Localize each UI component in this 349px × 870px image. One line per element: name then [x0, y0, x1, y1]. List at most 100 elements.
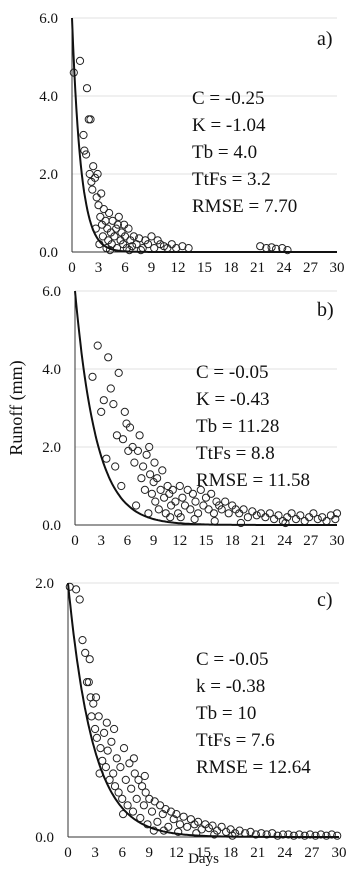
observed-point — [139, 801, 148, 810]
observed-point — [221, 497, 230, 506]
observed-point — [125, 759, 134, 768]
observed-point — [163, 481, 172, 491]
panel-b-x-tick: 12 — [172, 533, 187, 549]
observed-point — [96, 212, 105, 221]
panel-b-model-curve — [74, 290, 337, 526]
observed-point — [150, 797, 159, 806]
panel-c-model-curve — [67, 582, 339, 838]
observed-point — [224, 509, 233, 518]
observed-point — [194, 509, 203, 518]
observed-point — [93, 169, 102, 179]
panel-c-x-tick: 27 — [304, 845, 320, 861]
observed-point — [112, 224, 121, 233]
observed-point — [287, 509, 296, 518]
panel-b-x-tick: 3 — [97, 533, 105, 549]
observed-point — [153, 817, 162, 826]
observed-point — [284, 830, 293, 839]
panel-c-annotations: C = -0.05 k = -0.38 Tb = 10 TtFs = 7.6 R… — [196, 649, 311, 778]
observed-point — [132, 794, 141, 804]
observed-point — [217, 505, 226, 514]
observed-point — [121, 775, 130, 785]
observed-point — [217, 822, 226, 831]
panel-a-x-tick: 9 — [148, 260, 156, 276]
observed-point — [143, 240, 153, 249]
observed-point — [168, 485, 177, 494]
observed-point — [119, 744, 129, 753]
panel-b-annotation-k: K = -0.43 — [196, 389, 270, 410]
observed-point — [112, 431, 122, 440]
observed-point — [273, 831, 282, 840]
observed-point — [128, 807, 138, 816]
observed-point — [99, 205, 108, 214]
observed-point — [169, 815, 178, 824]
observed-point — [333, 831, 342, 840]
observed-point — [102, 718, 111, 727]
observed-point — [105, 208, 114, 218]
observed-point — [81, 648, 90, 658]
observed-point — [97, 407, 106, 416]
panel-c-annotation-tb: Tb = 10 — [196, 703, 256, 724]
observed-point — [129, 232, 138, 241]
observed-point — [101, 763, 111, 772]
observed-point — [147, 807, 157, 816]
observed-point — [174, 827, 183, 837]
panel-c-y-tick: 2.0 — [35, 576, 54, 592]
observed-point — [118, 435, 128, 444]
panel-c-y-tick: 0.0 — [35, 830, 54, 846]
observed-point — [236, 518, 245, 528]
observed-point — [160, 493, 169, 502]
panel-b-y-tick: 0.0 — [42, 518, 61, 534]
observed-point — [156, 485, 165, 494]
observed-point — [120, 232, 130, 241]
panel-a-annotation-k: K = -1.04 — [192, 115, 266, 136]
observed-point — [141, 788, 150, 797]
panel-c-x-tick: 6 — [118, 845, 126, 861]
panel-a-x-tick: 3 — [95, 260, 103, 276]
observed-point — [188, 489, 197, 498]
panel-b-annotation-ttfs: TtFs = 8.8 — [196, 443, 275, 464]
panel-b-y-tick: 4.0 — [42, 362, 61, 378]
observed-point — [137, 474, 146, 483]
observed-point — [289, 831, 298, 840]
panel-a-x-tick: 18 — [224, 260, 239, 276]
observed-point — [123, 801, 132, 810]
observed-point — [135, 431, 144, 440]
observed-point — [98, 232, 108, 241]
panel-c-annotation-c: C = -0.05 — [196, 649, 268, 670]
panel-a-y-tick: 6.0 — [39, 11, 58, 27]
observed-point — [204, 505, 213, 514]
observed-point — [107, 240, 116, 249]
panel-b-x-tick: 18 — [225, 533, 240, 549]
observed-point — [80, 146, 89, 155]
observed-point — [166, 807, 176, 816]
panel-c-x-ticks: 0 3 6 9 12 15 18 21 24 27 30 — [64, 845, 346, 861]
panel-c-annotation-k: k = -0.38 — [196, 676, 265, 697]
observed-point — [94, 712, 103, 721]
observed-point — [72, 585, 81, 594]
observed-point — [134, 775, 143, 785]
observed-point — [120, 407, 129, 416]
observed-point — [104, 353, 113, 362]
observed-point — [161, 805, 170, 814]
observed-point — [109, 769, 118, 778]
observed-point — [93, 341, 102, 350]
observed-point — [91, 724, 100, 734]
observed-point — [84, 678, 93, 687]
observed-point — [300, 831, 309, 840]
observed-point — [116, 763, 125, 772]
observed-point — [207, 489, 216, 498]
panel-c-x-tick: 30 — [332, 845, 347, 861]
panel-a-x-tick: 24 — [277, 260, 293, 276]
observed-point — [166, 513, 175, 522]
observed-point — [108, 216, 117, 225]
panel-b-label: b) — [317, 299, 334, 321]
panel-a-label: a) — [317, 28, 333, 50]
observed-point — [309, 509, 318, 518]
observed-point — [75, 595, 84, 604]
observed-point — [97, 189, 106, 198]
observed-point — [265, 509, 274, 518]
panel-c-x-tick: 21 — [250, 845, 265, 861]
observed-point — [132, 501, 141, 510]
observed-point — [158, 466, 167, 475]
